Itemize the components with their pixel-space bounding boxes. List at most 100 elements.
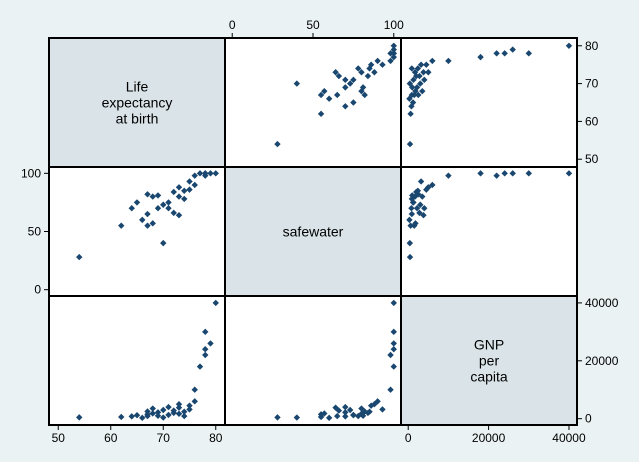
x-tick-label-gnp: 0 [405,431,412,445]
data-point-gnp-vs-safewater [332,404,339,411]
data-point-gnp-vs-lexp [175,410,183,417]
data-point-lexp-vs-safewater [387,50,394,57]
data-point-gnp-vs-safewater [390,340,397,347]
data-point-gnp-vs-lexp [212,299,219,307]
data-point-gnp-vs-lexp [181,412,188,420]
x-tick-label-gnp: 20000 [472,431,506,445]
data-point-safewater-vs-gnp [406,253,414,261]
variable-label-gnp: per [479,353,500,369]
x-tick-label-lexp: 60 [104,431,118,445]
data-point-lexp-vs-gnp [417,80,424,87]
data-point-gnp-vs-lexp [144,412,151,420]
data-point-lexp-vs-gnp [411,69,419,76]
y-tick-label-safewater: 100 [21,166,41,180]
data-point-lexp-vs-gnp [420,69,427,76]
data-point-gnp-vs-safewater [321,410,328,417]
data-point-gnp-vs-lexp [76,414,83,421]
data-point-lexp-vs-safewater [364,72,372,80]
data-point-lexp-vs-gnp [415,91,422,99]
data-point-gnp-vs-lexp [144,408,151,415]
y-tick-label-gnp: 20000 [585,354,619,368]
data-point-safewater-vs-gnp [407,222,414,229]
data-point-lexp-vs-gnp [410,76,417,84]
data-point-gnp-vs-safewater [274,414,281,421]
diagonal-panel-lexp [49,38,225,167]
data-point-safewater-vs-gnp [414,187,422,194]
data-point-gnp-vs-lexp [154,412,162,419]
x-tick-label-safewater: 0 [229,18,236,32]
data-point-safewater-vs-gnp [421,205,428,212]
data-point-lexp-vs-gnp [406,140,414,148]
data-point-lexp-vs-safewater [342,76,349,84]
data-point-lexp-vs-safewater [332,69,339,76]
data-point-safewater-vs-lexp [186,178,193,185]
data-point-safewater-vs-lexp [76,253,83,261]
data-point-gnp-vs-safewater [346,406,354,414]
data-point-gnp-vs-safewater [350,411,357,419]
y-tick-label-lexp: 70 [585,77,599,91]
data-point-gnp-vs-safewater [379,406,386,413]
variable-label-lexp: expectancy [102,95,173,111]
data-point-gnp-vs-lexp [175,404,183,411]
data-point-gnp-vs-lexp [133,412,141,419]
data-point-lexp-vs-safewater [321,87,328,95]
data-point-gnp-vs-lexp [196,363,204,370]
data-point-lexp-vs-safewater [325,95,333,102]
data-point-gnp-vs-lexp [154,409,162,416]
data-point-safewater-vs-lexp [181,187,188,194]
data-point-safewater-vs-lexp [181,195,188,203]
data-point-safewater-vs-lexp [207,170,214,177]
data-point-gnp-vs-lexp [186,406,193,413]
data-point-lexp-vs-safewater [390,42,397,49]
data-point-gnp-vs-lexp [202,328,209,336]
data-point-gnp-vs-safewater [358,405,365,412]
diagonal-panel-safewater [225,167,401,296]
data-point-lexp-vs-gnp [408,65,416,72]
data-point-safewater-vs-lexp [118,222,125,229]
data-point-safewater-vs-lexp [149,220,156,227]
data-point-lexp-vs-safewater [335,72,343,80]
data-point-lexp-vs-safewater [359,84,367,91]
data-point-gnp-vs-safewater [355,412,362,420]
data-point-safewater-vs-gnp [413,205,421,212]
data-point-safewater-vs-gnp [419,193,426,200]
data-point-lexp-vs-safewater [367,61,375,68]
data-point-safewater-vs-gnp [445,172,452,179]
data-point-lexp-vs-gnp [407,110,414,118]
data-point-gnp-vs-lexp [128,413,135,420]
data-point-safewater-vs-gnp [406,216,413,224]
data-point-safewater-vs-lexp [144,222,151,229]
data-point-safewater-vs-lexp [144,191,151,198]
data-point-safewater-vs-lexp [154,205,162,212]
data-point-lexp-vs-gnp [419,87,426,95]
data-point-lexp-vs-gnp [408,91,416,99]
data-point-lexp-vs-safewater [390,50,397,57]
diagonal-panel-gnp [401,296,577,425]
data-point-lexp-vs-gnp [525,50,532,57]
data-point-lexp-vs-safewater [274,140,281,148]
data-point-gnp-vs-safewater [342,403,349,411]
data-point-lexp-vs-safewater [387,57,394,65]
data-point-lexp-vs-gnp [423,61,430,68]
data-point-safewater-vs-gnp [417,178,425,185]
data-point-safewater-vs-gnp [412,220,419,227]
data-point-lexp-vs-safewater [334,91,341,99]
y-tick-label-gnp: 40000 [585,296,619,310]
data-point-safewater-vs-gnp [408,195,416,203]
data-point-safewater-vs-lexp [175,184,183,191]
data-point-safewater-vs-gnp [477,170,484,177]
data-point-gnp-vs-lexp [118,413,125,421]
axes: 0 50 100 50 60 70 80 0 20000 40000 0 50 100 50 60 70 80 0… [21,18,619,445]
data-point-gnp-vs-safewater [366,408,373,415]
data-point-gnp-vs-lexp [202,346,209,353]
data-point-safewater-vs-gnp [408,210,416,218]
data-point-safewater-vs-gnp [423,186,430,193]
data-point-lexp-vs-gnp [445,57,452,65]
data-point-gnp-vs-safewater [325,414,333,422]
data-point-gnp-vs-safewater [293,414,301,421]
data-point-gnp-vs-lexp [149,405,156,412]
data-point-gnp-vs-lexp [170,407,177,414]
y-tick-label-safewater: 0 [34,283,41,297]
data-point-gnp-vs-lexp [160,414,167,421]
data-point-lexp-vs-gnp [406,80,414,87]
